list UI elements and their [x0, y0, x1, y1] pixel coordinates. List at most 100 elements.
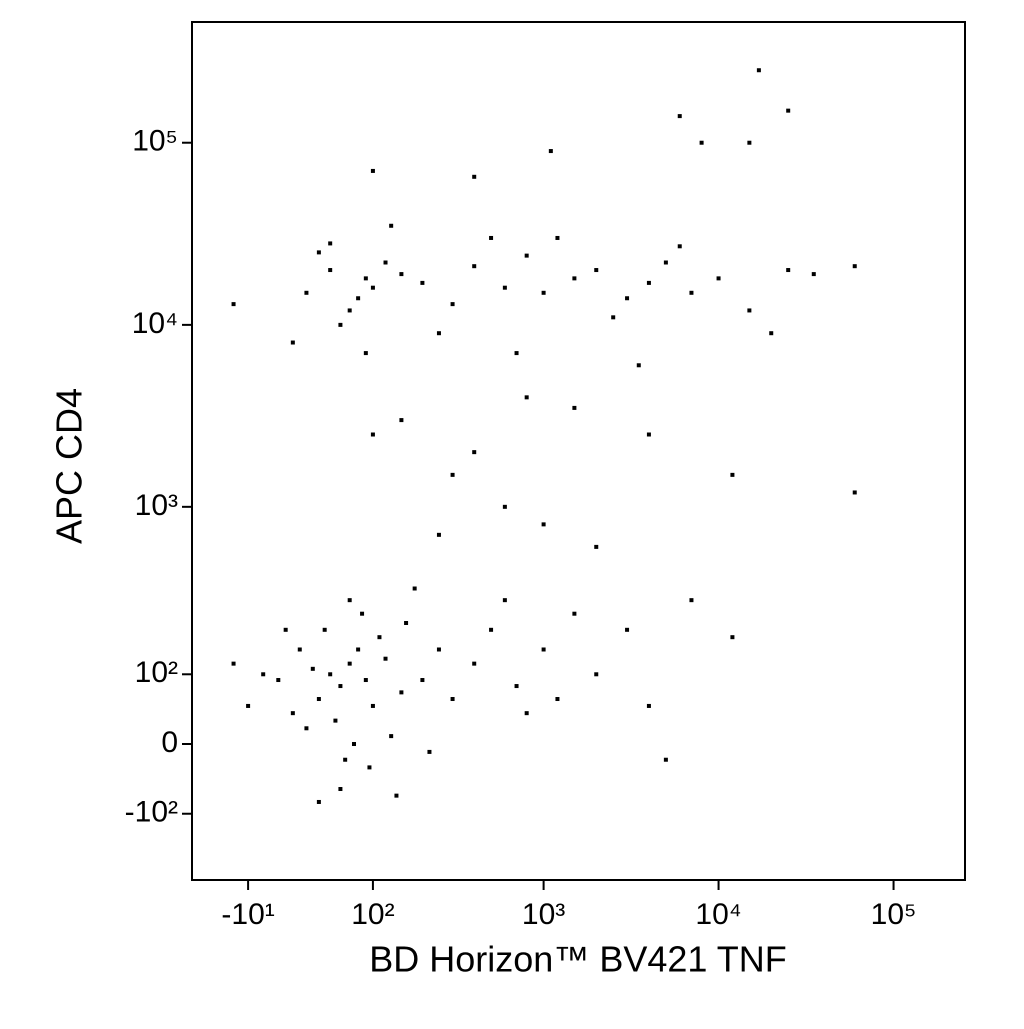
point — [663, 757, 668, 762]
point — [852, 490, 857, 495]
point — [322, 627, 327, 632]
point — [338, 322, 343, 327]
point — [316, 799, 321, 804]
point — [786, 268, 791, 273]
x-tick-label: 10⁴ — [695, 898, 741, 931]
point — [572, 405, 577, 410]
point — [472, 450, 477, 455]
point — [747, 308, 752, 313]
point — [328, 672, 333, 677]
point — [338, 684, 343, 689]
point — [747, 140, 752, 145]
point — [677, 114, 682, 119]
point — [377, 635, 382, 640]
point — [548, 149, 553, 154]
point — [611, 315, 616, 320]
point — [363, 351, 368, 356]
point — [352, 742, 357, 747]
point — [524, 711, 529, 716]
point — [625, 627, 630, 632]
point — [404, 621, 409, 626]
point — [399, 272, 404, 277]
point — [356, 296, 361, 301]
point — [716, 276, 721, 281]
point — [427, 749, 432, 754]
point — [450, 472, 455, 477]
y-axis-label: APC CD4 — [49, 388, 90, 544]
point — [363, 276, 368, 281]
point — [730, 635, 735, 640]
point — [699, 140, 704, 145]
point — [420, 678, 425, 683]
point — [246, 703, 251, 708]
point — [625, 296, 630, 301]
y-tick-label: 10³ — [135, 489, 178, 522]
point — [489, 235, 494, 240]
point — [646, 703, 651, 708]
point — [283, 627, 288, 632]
point — [316, 250, 321, 255]
x-axis-label: BD Horizon™ BV421 TNF — [369, 939, 786, 980]
point — [502, 285, 507, 290]
point — [328, 268, 333, 273]
y-tick-label: 10⁴ — [132, 307, 178, 340]
x-tick-label: -10¹ — [221, 898, 274, 931]
y-tick-label: 0 — [161, 726, 178, 759]
point — [689, 598, 694, 603]
point — [343, 757, 348, 762]
point — [514, 684, 519, 689]
point — [370, 703, 375, 708]
point — [290, 340, 295, 345]
point — [756, 68, 761, 73]
point — [261, 672, 266, 677]
point — [436, 647, 441, 652]
point — [472, 661, 477, 666]
point — [730, 472, 735, 477]
point — [347, 661, 352, 666]
point — [231, 661, 236, 666]
point — [333, 718, 338, 723]
point — [231, 302, 236, 307]
point — [436, 331, 441, 336]
point — [276, 678, 281, 683]
point — [472, 264, 477, 269]
point — [394, 793, 399, 798]
point — [555, 235, 560, 240]
point — [689, 290, 694, 295]
point — [450, 302, 455, 307]
point — [338, 787, 343, 792]
point — [450, 697, 455, 702]
point — [399, 418, 404, 423]
point — [290, 711, 295, 716]
point — [524, 395, 529, 400]
point — [383, 656, 388, 661]
point — [769, 331, 774, 336]
x-tick-label: 10² — [351, 898, 394, 931]
point — [502, 504, 507, 509]
point — [677, 244, 682, 249]
point — [594, 672, 599, 677]
point — [646, 432, 651, 437]
point — [541, 290, 546, 295]
point — [328, 241, 333, 246]
x-tick-label: 10³ — [522, 898, 565, 931]
y-tick-label: -10² — [125, 796, 178, 829]
point — [514, 351, 519, 356]
point — [524, 253, 529, 258]
point — [572, 611, 577, 616]
point — [489, 627, 494, 632]
point — [555, 697, 560, 702]
point — [436, 532, 441, 537]
point — [594, 268, 599, 273]
plot-frame — [191, 21, 966, 881]
point — [472, 174, 477, 179]
point — [636, 363, 641, 368]
point — [383, 260, 388, 265]
point — [420, 280, 425, 285]
point — [594, 544, 599, 549]
point — [412, 586, 417, 591]
point — [356, 647, 361, 652]
point — [367, 765, 372, 770]
point — [389, 734, 394, 739]
